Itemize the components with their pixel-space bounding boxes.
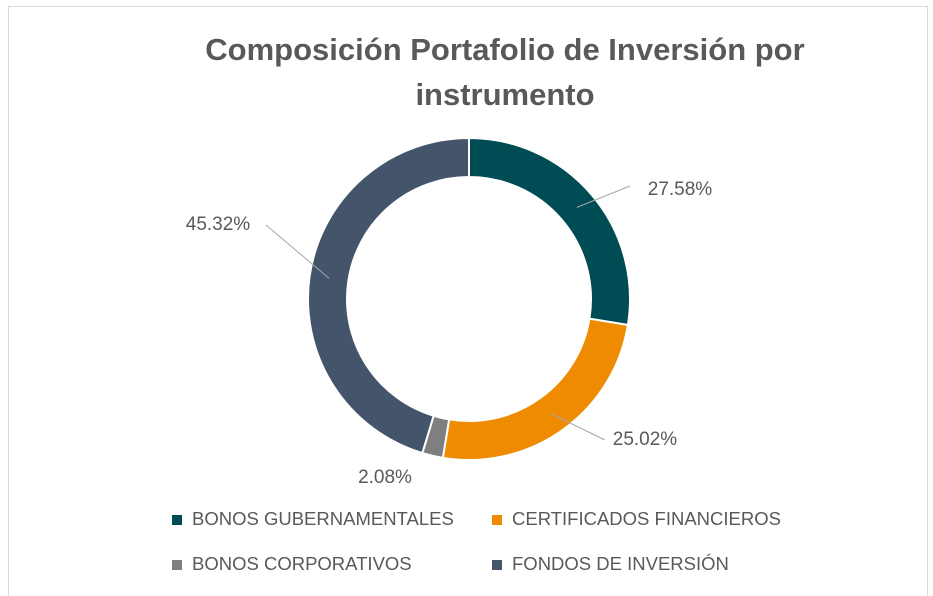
data-label: 45.32% <box>186 214 251 235</box>
chart-title: Composición Portafolio de Inversión por i… <box>205 32 804 112</box>
legend-label: FONDOS DE INVERSIÓN <box>512 553 729 574</box>
legend-marker <box>172 560 182 570</box>
legend-marker <box>492 515 502 525</box>
data-label: 25.02% <box>613 429 678 450</box>
legend-marker <box>492 560 502 570</box>
legend-marker <box>172 515 182 525</box>
chart-border <box>8 6 928 596</box>
data-label: 2.08% <box>358 467 412 488</box>
legend-label: CERTIFICADOS FINANCIEROS <box>512 508 781 529</box>
legend-label: BONOS GUBERNAMENTALES <box>192 508 454 529</box>
leader-line <box>551 413 606 441</box>
data-label: 27.58% <box>648 179 713 200</box>
donut-segment <box>307 136 470 455</box>
legend-label: BONOS CORPORATIVOS <box>192 553 412 574</box>
leader-line <box>576 185 631 208</box>
leader-line <box>265 224 330 279</box>
